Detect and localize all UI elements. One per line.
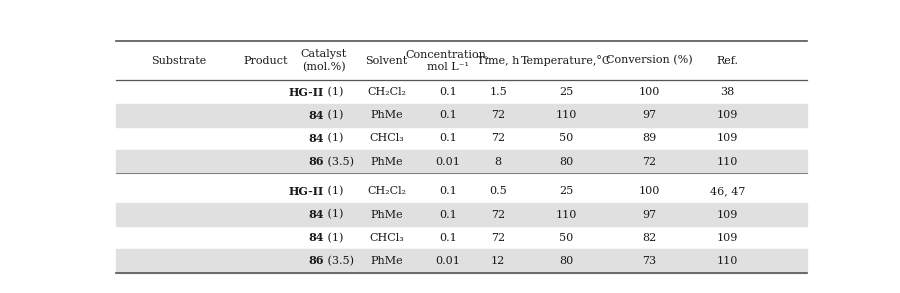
Text: 25: 25 [559,87,573,97]
Text: Solvent: Solvent [365,56,408,66]
Text: 72: 72 [491,233,505,243]
Text: 0.01: 0.01 [436,157,461,167]
Text: 110: 110 [717,256,738,266]
Text: 80: 80 [559,157,573,167]
Text: Concentration,
mol L⁻¹: Concentration, mol L⁻¹ [406,49,491,72]
Text: 12: 12 [491,256,505,266]
Text: 0.1: 0.1 [439,186,457,196]
Text: (1): (1) [324,87,343,97]
Text: 46, 47: 46, 47 [710,186,745,196]
Text: 73: 73 [643,256,657,266]
Text: Substrate: Substrate [151,56,206,66]
Text: 1.5: 1.5 [490,87,507,97]
Text: 0.01: 0.01 [436,256,461,266]
Text: Catalyst
(mol.%): Catalyst (mol.%) [301,49,347,72]
Text: PhMe: PhMe [370,110,403,120]
Text: 80: 80 [559,256,573,266]
Text: 100: 100 [639,186,661,196]
Text: 82: 82 [643,233,657,243]
Text: (1): (1) [324,209,343,220]
Text: 97: 97 [643,209,657,219]
Text: 25: 25 [559,186,573,196]
Text: (1): (1) [324,233,343,243]
Text: 84: 84 [309,133,324,144]
Text: Temperature,°C: Temperature,°C [521,55,611,66]
Text: 72: 72 [491,110,505,120]
Text: (1): (1) [324,133,343,144]
Text: 0.1: 0.1 [439,87,457,97]
Text: 72: 72 [643,157,657,167]
Text: 50: 50 [559,233,573,243]
Text: 0.1: 0.1 [439,134,457,144]
Bar [116,104,806,127]
Text: (3.5): (3.5) [324,256,354,266]
Text: 110: 110 [717,157,738,167]
Text: 109: 109 [717,209,738,219]
Text: 110: 110 [555,110,577,120]
Text: Time, h: Time, h [477,56,519,66]
Text: 50: 50 [559,134,573,144]
Text: 110: 110 [555,209,577,219]
Text: 0.1: 0.1 [439,110,457,120]
Text: 97: 97 [643,110,657,120]
Text: PhMe: PhMe [370,256,403,266]
Text: 86: 86 [309,255,324,267]
Text: 8: 8 [495,157,502,167]
Text: Ref.: Ref. [716,56,739,66]
Text: 86: 86 [309,156,324,167]
Text: 84: 84 [309,110,324,121]
Bar [116,203,806,226]
Text: 72: 72 [491,209,505,219]
Text: HG-II: HG-II [289,186,324,197]
Text: 100: 100 [639,87,661,97]
Text: 89: 89 [643,134,657,144]
Text: 84: 84 [309,232,324,243]
Text: 109: 109 [717,110,738,120]
Text: (1): (1) [324,110,343,120]
Bar [116,249,806,272]
Bar [116,150,806,173]
Text: 0.1: 0.1 [439,233,457,243]
Text: PhMe: PhMe [370,157,403,167]
Text: 0.1: 0.1 [439,209,457,219]
Text: PhMe: PhMe [370,209,403,219]
Text: (1): (1) [324,186,343,196]
Text: (3.5): (3.5) [324,156,354,167]
Text: 109: 109 [717,134,738,144]
Text: 0.5: 0.5 [490,186,507,196]
Text: 84: 84 [309,209,324,220]
Text: Conversion (%): Conversion (%) [607,55,693,66]
Text: CH₂Cl₂: CH₂Cl₂ [367,186,406,196]
Text: 72: 72 [491,134,505,144]
Text: Product: Product [244,56,288,66]
Text: HG-II: HG-II [289,86,324,98]
Text: CHCl₃: CHCl₃ [369,233,404,243]
Text: CHCl₃: CHCl₃ [369,134,404,144]
Text: 109: 109 [717,233,738,243]
Text: CH₂Cl₂: CH₂Cl₂ [367,87,406,97]
Text: 38: 38 [721,87,734,97]
